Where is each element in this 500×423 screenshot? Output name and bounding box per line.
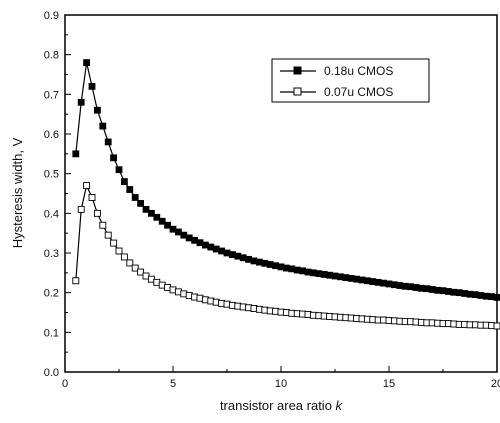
y-tick-label: 0.1 xyxy=(44,327,59,339)
x-tick-label: 10 xyxy=(275,378,287,390)
data-point xyxy=(131,194,139,201)
data-point xyxy=(77,205,85,213)
data-point xyxy=(164,221,172,229)
x-tick-label: 0 xyxy=(62,378,68,390)
data-point xyxy=(104,138,112,146)
data-point xyxy=(158,217,166,225)
data-point xyxy=(126,186,134,193)
data-point xyxy=(110,154,117,162)
legend-marker-018 xyxy=(293,66,302,75)
legend-marker-007 xyxy=(293,87,302,96)
y-tick-label: 0.8 xyxy=(44,50,59,62)
data-point xyxy=(94,106,101,114)
data-point xyxy=(110,239,118,247)
data-point xyxy=(153,213,161,221)
data-point xyxy=(120,253,128,261)
data-point xyxy=(137,268,145,276)
series-007u-cmos xyxy=(72,182,500,330)
data-point xyxy=(126,259,134,267)
ticks-layer: 0 5 10 15 20 0.0 0.1 0.2 0.3 0.4 0.5 0.6 0.7 0.8 0.9 xyxy=(44,10,500,390)
data-point xyxy=(493,322,500,330)
x-axis-title: transistor area ratio k xyxy=(220,398,344,413)
y-tick-label: 0.3 xyxy=(44,248,59,260)
data-point xyxy=(142,205,150,213)
series-layer xyxy=(72,59,500,330)
data-point xyxy=(93,209,101,217)
y-tick-label: 0.7 xyxy=(44,89,59,101)
x-tick-label: 15 xyxy=(383,378,395,390)
data-point xyxy=(72,150,80,158)
data-point xyxy=(99,122,107,130)
data-point xyxy=(88,194,96,201)
data-point xyxy=(147,209,155,217)
legend-label-007: 0.07u CMOS xyxy=(324,85,393,99)
y-axis-title: Hysteresis width, V xyxy=(10,137,25,248)
x-tick-label: 20 xyxy=(491,378,500,390)
data-point xyxy=(137,200,145,207)
data-point xyxy=(115,247,123,255)
y-tick-label: 0.2 xyxy=(44,288,59,300)
x-axis-title-var: k xyxy=(336,398,344,413)
legend: 0.18u CMOS 0.07u CMOS xyxy=(271,58,430,103)
data-point xyxy=(131,264,139,272)
data-point xyxy=(99,221,107,229)
data-point xyxy=(83,59,90,66)
y-tick-label: 0.0 xyxy=(44,367,59,379)
y-tick-label: 0.5 xyxy=(44,169,59,181)
legend-label-018: 0.18u CMOS xyxy=(324,64,393,78)
data-point xyxy=(77,98,85,106)
data-point xyxy=(72,277,80,285)
data-point xyxy=(88,83,96,90)
series-018u-cmos xyxy=(72,59,500,301)
x-axis-title-prefix: transistor area ratio xyxy=(220,398,336,413)
data-point xyxy=(493,294,500,301)
x-tick-label: 5 xyxy=(170,378,176,390)
y-tick-label: 0.9 xyxy=(44,10,59,22)
data-point xyxy=(121,178,128,186)
data-point xyxy=(104,231,112,239)
data-point xyxy=(83,182,91,190)
data-point xyxy=(115,166,123,174)
y-tick-label: 0.6 xyxy=(44,129,59,141)
y-tick-label: 0.4 xyxy=(44,208,59,220)
